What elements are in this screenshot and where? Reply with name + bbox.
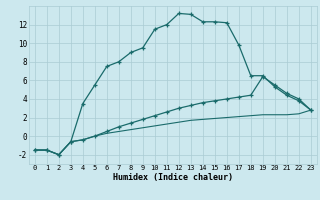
X-axis label: Humidex (Indice chaleur): Humidex (Indice chaleur) bbox=[113, 173, 233, 182]
